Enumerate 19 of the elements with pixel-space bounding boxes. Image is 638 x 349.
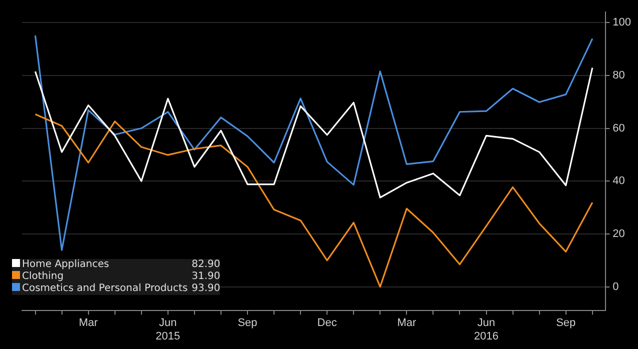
y-tick-label: 80 [612,69,625,82]
x-tick-label: Mar [78,317,98,330]
legend-label: Home Appliances [22,259,110,270]
y-tick-label: 100 [612,16,632,29]
x-tick-label: Jun 2016 [474,317,499,342]
y-tick-label: 40 [612,175,625,188]
x-tick-label: Sep [556,317,576,330]
annotation: 82.90 [190,259,220,271]
y-tick-label: 60 [612,122,625,134]
x-tick-label: Sep [238,317,258,330]
legend-label: Cosmetics and Personal Products [22,283,188,294]
x-tick-label: Dec [317,317,338,330]
annotation: 31.90 [190,271,220,283]
y-tick-label: 20 [612,228,625,240]
x-tick-label: Jun 2015 [156,317,180,342]
legend-label: Clothing [22,271,64,282]
annotation: 93.90 [190,283,220,295]
y-tick-label: 0 [612,280,619,293]
x-tick-label: Mar [397,317,416,330]
